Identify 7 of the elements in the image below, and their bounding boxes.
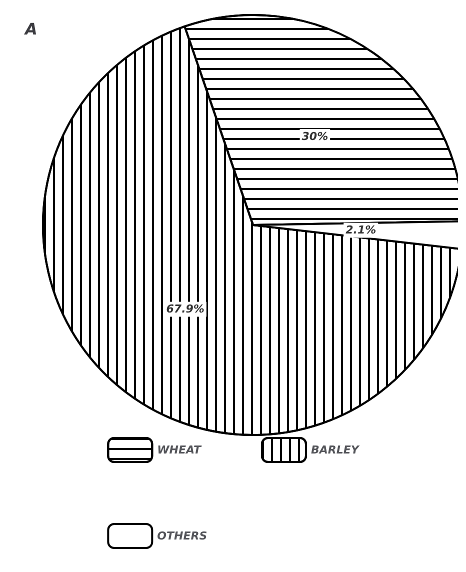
data-label: 67.9% — [166, 302, 204, 316]
chart-title: A — [23, 20, 38, 38]
data-label: 30% — [302, 130, 328, 144]
legend-label: BARLEY — [310, 444, 360, 456]
data-label: 2.1% — [346, 224, 376, 237]
legend-label: WHEAT — [157, 444, 202, 456]
legend-label: OTHERS — [157, 530, 208, 542]
